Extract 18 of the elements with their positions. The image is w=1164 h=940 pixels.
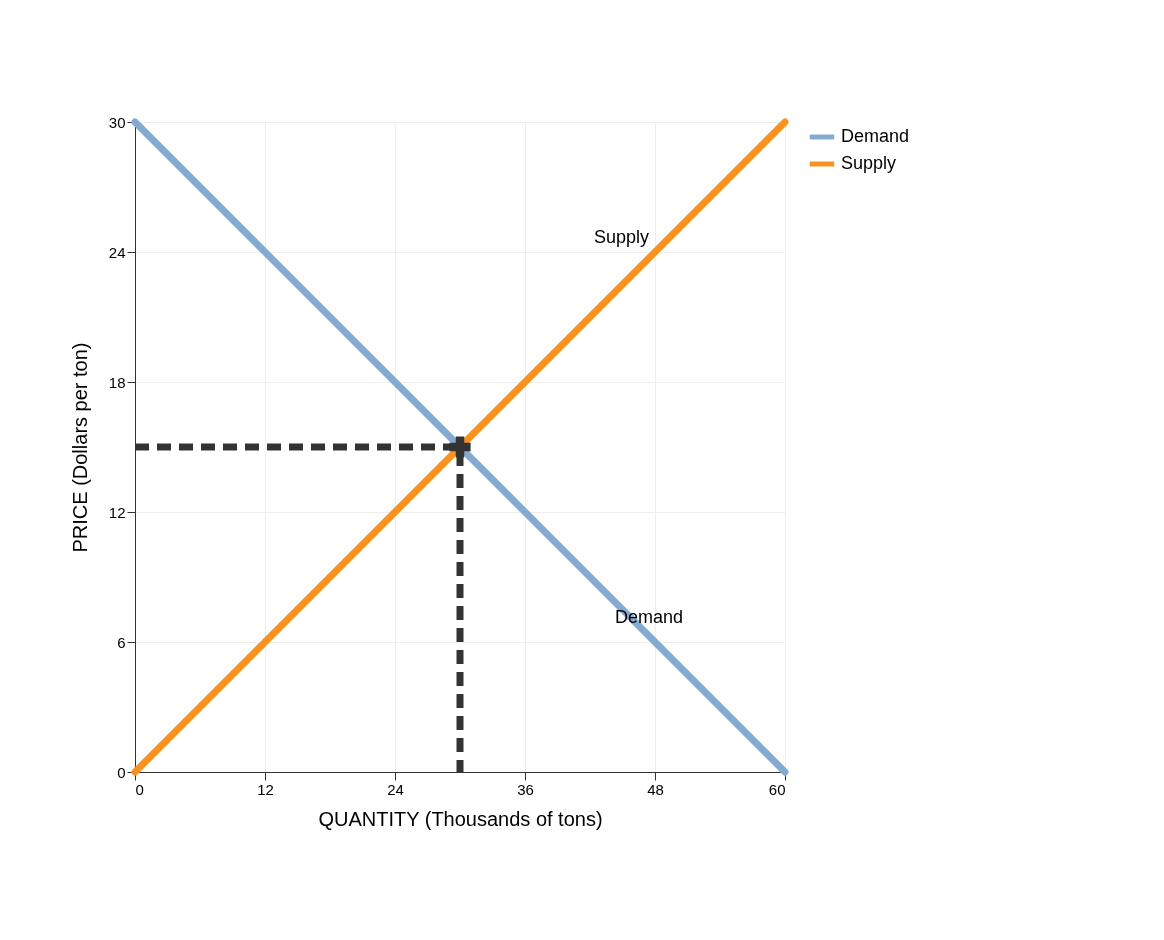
x-tick-label: 24	[387, 780, 404, 798]
x-tick-label: 0	[135, 780, 144, 798]
y-tick-label: 12	[108, 503, 126, 521]
x-tick-label: 60	[768, 780, 786, 798]
text: Supply	[593, 227, 649, 247]
y-tick-label: 24	[108, 243, 126, 261]
x-axis-title: QUANTITY (Thousands of tons)	[318, 807, 603, 830]
x-tick-label: 48	[647, 780, 664, 798]
y-tick-label: 30	[108, 113, 126, 131]
y-tick-label: 0	[117, 763, 126, 781]
y-axis-title: PRICE (Dollars per ton)	[68, 342, 91, 553]
x-tick-label: 12	[257, 780, 274, 798]
text: Demand	[614, 607, 684, 627]
legend-label: Supply	[841, 153, 897, 173]
y-tick-label: 18	[108, 373, 126, 391]
x-tick-label: 36	[517, 780, 534, 798]
legend-label: Demand	[841, 126, 910, 146]
y-tick-label: 6	[117, 633, 126, 651]
